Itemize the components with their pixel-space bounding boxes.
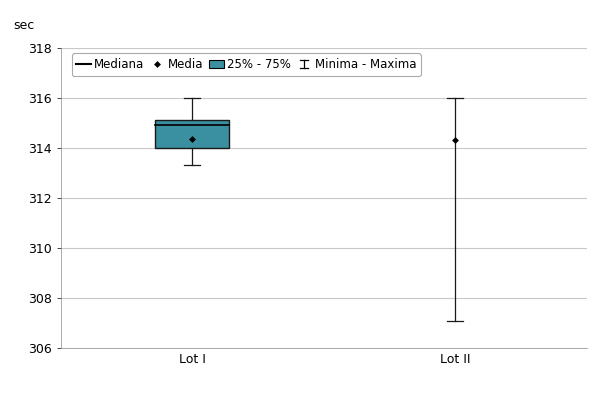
Text: sec: sec [13,19,34,32]
Bar [155,120,229,148]
Legend: Mediana, Media, 25% - 75%, Minima - Maxima: Mediana, Media, 25% - 75%, Minima - Maxi… [71,53,420,76]
